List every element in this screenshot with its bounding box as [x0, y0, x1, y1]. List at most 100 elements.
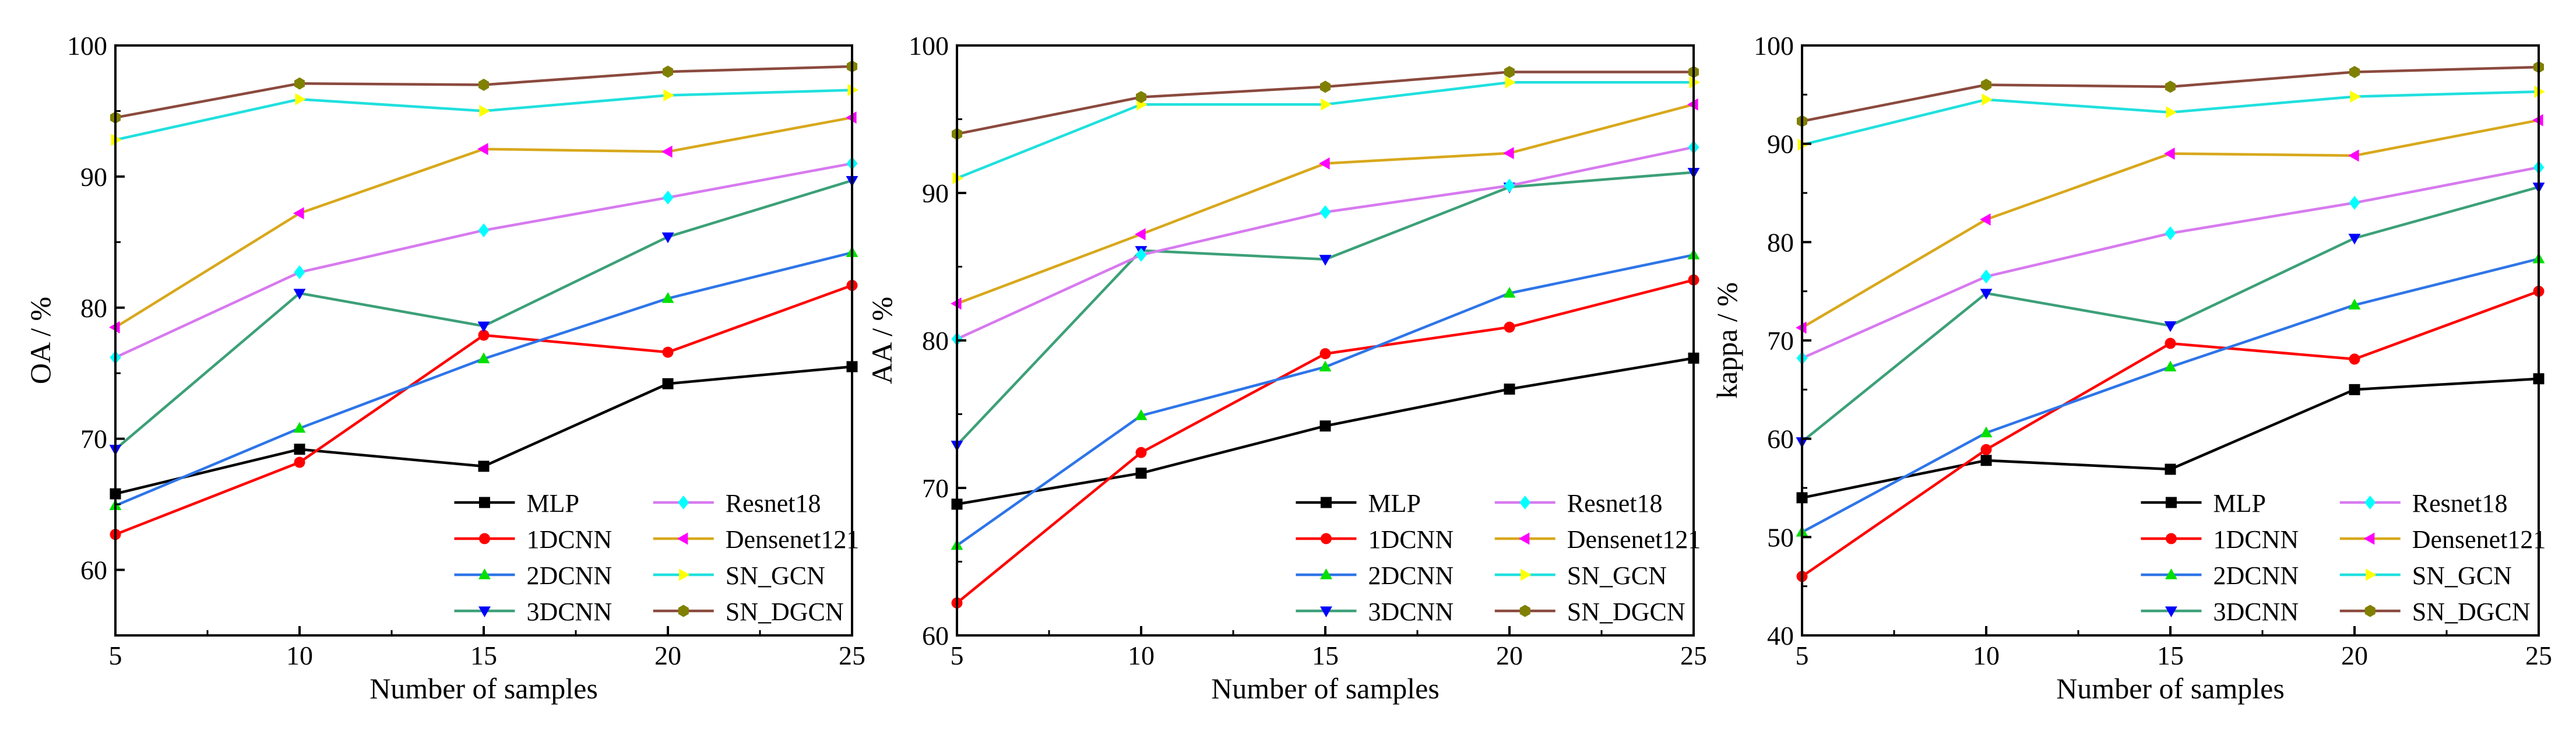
- data-point-sn-dgcn-15: [1320, 80, 1331, 93]
- y-tick-label: 90: [80, 162, 107, 192]
- series-mlp: [951, 352, 1699, 510]
- legend-label-2dcnn: 2DCNN: [526, 561, 612, 590]
- legend-marker-1dcnn: [1320, 533, 1332, 544]
- legend-label-densenet121: Densenet121: [2412, 525, 2546, 554]
- data-point-sn-gcn-15: [479, 104, 490, 117]
- series-line-mlp: [1801, 377, 2539, 500]
- data-point-sn-gcn-20: [1505, 76, 1516, 89]
- series-densenet121: [1796, 114, 2543, 334]
- data-point-sn-dgcn-20: [663, 65, 673, 78]
- data-point-mlp-10: [1980, 455, 1992, 466]
- legend-item-mlp: MLP: [454, 489, 579, 518]
- legend-label-densenet121: Densenet121: [726, 525, 860, 554]
- y-tick-label: 60: [80, 556, 107, 585]
- data-point-sn-gcn-10: [1982, 93, 1993, 106]
- data-point-densenet121-15: [2164, 147, 2175, 160]
- x-axis-title: Number of samples: [1211, 672, 1440, 705]
- y-tick-label: 70: [922, 473, 949, 503]
- x-tick-label: 10: [286, 641, 313, 670]
- data-point-resnet18-20: [2349, 195, 2360, 210]
- data-point-2dcnn-15: [1319, 360, 1332, 372]
- data-point-mlp-20: [662, 378, 674, 389]
- legend-item-densenet121: Densenet121: [653, 525, 860, 554]
- data-point-1dcnn-10: [294, 456, 305, 468]
- series-line-mlp: [115, 365, 853, 495]
- x-axis-title: Number of samples: [369, 672, 598, 705]
- legend-label-3dcnn: 3DCNN: [526, 598, 612, 626]
- legend-label-mlp: MLP: [526, 489, 579, 518]
- data-point-sn-dgcn-10: [1981, 79, 1991, 91]
- data-point-mlp-20: [2349, 384, 2360, 395]
- data-point-1dcnn-20: [1504, 321, 1515, 333]
- data-point-3dcnn-15: [1319, 255, 1332, 266]
- x-tick-label: 15: [1312, 641, 1339, 670]
- x-tick-label: 25: [2525, 641, 2552, 670]
- data-point-sn-gcn-15: [1321, 98, 1332, 111]
- data-point-densenet121-20: [1503, 147, 1514, 160]
- y-tick-label: 80: [922, 326, 949, 356]
- legend-label-sn-gcn: SN_GCN: [2412, 561, 2512, 590]
- data-point-3dcnn-20: [661, 232, 674, 244]
- x-tick-label: 5: [951, 641, 964, 670]
- legend-item-resnet18: Resnet18: [2339, 489, 2507, 518]
- x-tick-label: 5: [109, 641, 122, 670]
- x-tick-label: 10: [1128, 641, 1155, 670]
- legend-marker-3dcnn: [2165, 606, 2177, 617]
- data-point-sn-dgcn-20: [2349, 66, 2360, 78]
- legend-marker-densenet121: [2363, 532, 2375, 545]
- legend: MLP 1DCNN 2DCNN 3DCNN Resnet18 Densenet121 SN_…: [1296, 489, 1701, 626]
- data-point-2dcnn-15: [477, 352, 490, 364]
- legend-item-1dcnn: 1DCNN: [1296, 525, 1454, 554]
- y-tick-label: 90: [922, 178, 949, 208]
- data-point-mlp-15: [2165, 463, 2176, 475]
- data-point-1dcnn-20: [2349, 353, 2360, 365]
- data-point-1dcnn-20: [662, 346, 674, 358]
- y-tick-label: 50: [1767, 522, 1794, 552]
- legend: MLP 1DCNN 2DCNN 3DCNN Resnet18 Densenet121 SN_…: [454, 489, 859, 626]
- y-tick-label: 40: [1767, 621, 1794, 651]
- x-tick-label: 10: [1973, 641, 2000, 670]
- legend-marker-resnet18: [678, 495, 689, 509]
- y-tick-label: 100: [1754, 31, 1794, 61]
- y-tick-label: 80: [1767, 227, 1794, 257]
- series-mlp: [110, 361, 858, 500]
- legend-marker-2dcnn: [1319, 568, 1332, 579]
- legend-item-2dcnn: 2DCNN: [454, 561, 612, 590]
- legend-marker-sn-gcn: [679, 568, 690, 581]
- x-tick-label: 5: [1796, 641, 1809, 670]
- series-sn-dgcn: [110, 60, 857, 124]
- data-point-1dcnn-15: [1319, 348, 1331, 360]
- data-point-sn-gcn-10: [295, 93, 306, 106]
- y-axis-title: OA / %: [24, 297, 57, 384]
- legend-marker-2dcnn: [2165, 568, 2177, 579]
- x-tick-label: 25: [839, 641, 865, 670]
- data-point-2dcnn-20: [1503, 287, 1516, 298]
- data-point-1dcnn-10: [1980, 444, 1992, 455]
- legend-item-sn-dgcn: SN_DGCN: [1494, 598, 1685, 626]
- x-tick-label: 15: [470, 641, 497, 670]
- legend-label-mlp: MLP: [2213, 489, 2265, 518]
- chart-panel-1: 5 10 15 20 25 60 70 80 90 100 Number of samples OA …: [24, 31, 865, 705]
- legend-item-2dcnn: 2DCNN: [2141, 561, 2299, 590]
- data-point-densenet121-10: [1980, 213, 1991, 226]
- legend-item-3dcnn: 3DCNN: [2141, 598, 2299, 626]
- data-point-mlp-10: [1135, 468, 1147, 479]
- legend-label-sn-gcn: SN_GCN: [1567, 561, 1667, 590]
- legend-item-mlp: MLP: [1296, 489, 1421, 518]
- series-3dcnn: [1796, 182, 2545, 448]
- data-point-3dcnn-20: [2348, 233, 2361, 245]
- data-point-resnet18-15: [478, 223, 490, 237]
- series-sn-gcn: [1797, 85, 2545, 151]
- legend-item-densenet121: Densenet121: [2339, 525, 2546, 554]
- series-3dcnn: [109, 176, 858, 456]
- y-axis-title: AA / %: [865, 297, 898, 384]
- data-point-2dcnn-15: [2164, 360, 2177, 372]
- legend-marker-3dcnn: [1319, 606, 1332, 617]
- data-point-sn-gcn-20: [2350, 90, 2361, 103]
- data-point-3dcnn-10: [1980, 289, 1993, 300]
- legend-marker-densenet121: [677, 532, 688, 545]
- series-line-3dcnn: [1801, 185, 2539, 443]
- legend-label-sn-gcn: SN_GCN: [726, 561, 825, 590]
- series-resnet18: [951, 140, 1699, 346]
- y-tick-label: 80: [80, 293, 107, 323]
